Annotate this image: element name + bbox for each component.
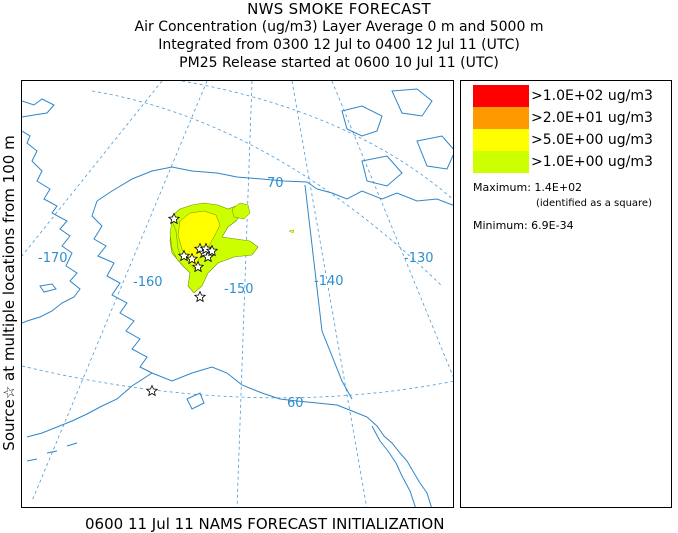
source-markers	[145, 212, 219, 397]
lon-label-minus160: -160	[133, 275, 163, 290]
canada-alaska-border	[304, 184, 353, 400]
lon-label-minus150: -150	[224, 282, 254, 297]
lat-label-70: 70	[267, 176, 284, 191]
meridian-minus130	[331, 81, 453, 378]
legend-swatch-2	[473, 107, 529, 129]
meridian-minus150	[236, 81, 253, 507]
minimum-value: Minimum: 6.9E-34	[473, 219, 574, 232]
map-panel: -170 -160 -150 -140 -130 70 60	[21, 80, 454, 508]
legend-panel: >1.0E+02 ug/m3 >2.0E+01 ug/m3 >5.0E+00 u…	[460, 80, 672, 508]
longitude-lines	[22, 81, 453, 507]
latitude-line-70	[91, 90, 443, 287]
latitude-line-80	[181, 81, 453, 200]
source-star-icon	[193, 290, 207, 303]
source-side-label-container: Source☆ at multiple locations from 100 m	[0, 78, 18, 508]
legend-swatch-3	[473, 129, 529, 151]
forecast-initialization-footer: 0600 11 Jul 11 NAMS FORECAST INITIALIZAT…	[85, 515, 445, 533]
concentration-subtitle: Air Concentration (ug/m3) Layer Average …	[134, 19, 544, 35]
source-star-icon	[205, 244, 219, 257]
lon-label-minus140: -140	[314, 274, 344, 289]
integration-period: Integrated from 0300 12 Jul to 0400 12 J…	[158, 37, 520, 53]
forecast-title: NWS SMOKE FORECAST	[247, 0, 431, 18]
source-star-icon	[185, 252, 199, 265]
smoke-plume	[169, 202, 295, 294]
meridian-minus170	[22, 81, 163, 257]
lat-label-60: 60	[287, 396, 304, 411]
source-star-icon	[167, 212, 181, 225]
legend-label-3: >5.0E+00 ug/m3	[531, 132, 653, 148]
maximum-value: Maximum: 1.4E+02	[473, 181, 583, 194]
plume-west-strand	[169, 220, 183, 262]
meridian-minus160	[31, 81, 208, 502]
coastline	[22, 88, 453, 507]
legend-label-4: >1.0E+00 ug/m3	[531, 154, 653, 170]
plume-north-lobe	[231, 202, 251, 220]
legend-label-2: >2.0E+01 ug/m3	[531, 110, 653, 126]
legend-label-1: >1.0E+02 ug/m3	[531, 88, 653, 104]
lon-label-minus130: -130	[404, 251, 434, 266]
source-star-icon	[177, 249, 191, 262]
latitude-line-60	[22, 365, 453, 399]
source-star-icon	[201, 250, 215, 263]
latitude-lines	[22, 81, 453, 399]
source-star-icon	[191, 260, 205, 273]
legend-swatch-4	[473, 151, 529, 173]
source-side-label: Source☆ at multiple locations from 100 m	[0, 135, 18, 451]
release-info: PM25 Release started at 0600 10 Jul 11 (…	[179, 55, 499, 71]
lon-label-minus170: -170	[38, 251, 68, 266]
smoke-map: -170 -160 -150 -140 -130 70 60	[22, 81, 453, 507]
meridian-minus140	[291, 81, 368, 507]
legend-swatch-1	[473, 85, 529, 107]
plume-east-dot	[288, 229, 295, 234]
source-star-icon	[145, 384, 159, 397]
maximum-note: (identified as a square)	[536, 198, 652, 209]
